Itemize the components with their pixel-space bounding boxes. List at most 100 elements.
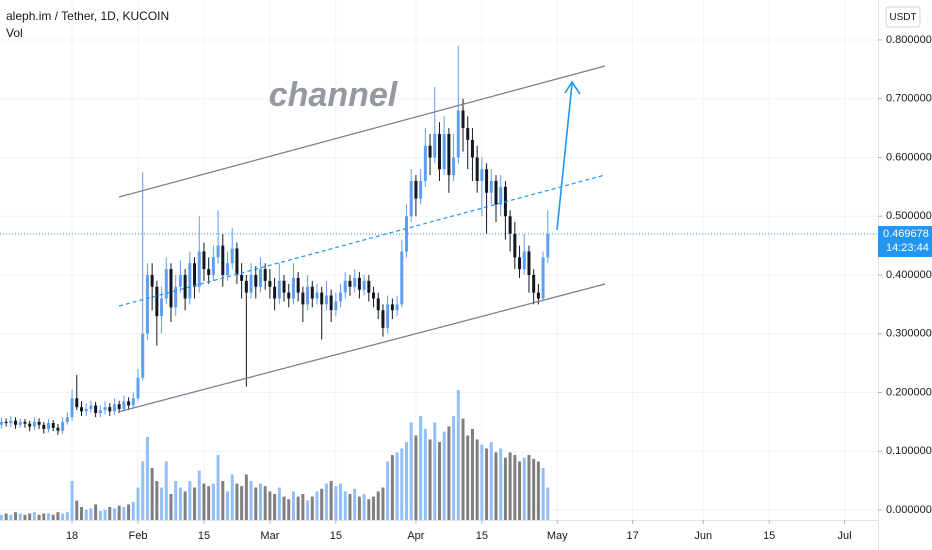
volume-bar xyxy=(395,452,399,520)
volume-bar xyxy=(376,491,380,520)
volume-bar xyxy=(315,491,319,520)
candle-body xyxy=(0,421,3,425)
y-tick-label: 0.400000 xyxy=(886,269,932,281)
volume-bar xyxy=(117,505,121,520)
volume-bar xyxy=(419,416,423,520)
volume-bar xyxy=(79,507,83,520)
candle-body xyxy=(324,295,328,305)
candle-body xyxy=(141,333,145,378)
volume-bar xyxy=(372,496,376,520)
candle-body xyxy=(244,280,248,293)
volume-bar xyxy=(51,514,55,520)
volume-bar xyxy=(131,501,135,520)
x-tick-label: 15 xyxy=(198,530,210,542)
x-tick-label: Jun xyxy=(694,530,712,542)
candle-body xyxy=(357,277,361,290)
candle-body xyxy=(47,423,51,429)
candle-body xyxy=(423,145,427,181)
x-tick-label: Jul xyxy=(838,530,852,542)
candle-body xyxy=(249,274,253,293)
candle-body xyxy=(169,269,173,308)
candle-body xyxy=(499,186,503,205)
y-tick-label: 0.100000 xyxy=(886,445,932,457)
arrow-head xyxy=(564,80,581,95)
candle-body xyxy=(518,257,522,270)
candle-body xyxy=(339,292,343,302)
volume-bar xyxy=(414,435,418,520)
volume-bar xyxy=(183,491,187,520)
volume-bar xyxy=(282,496,286,520)
candle-body xyxy=(150,274,154,287)
candle-body xyxy=(221,245,225,275)
volume-bar xyxy=(14,512,18,520)
y-tick-label: 0.300000 xyxy=(886,328,932,340)
candle-body xyxy=(254,274,258,287)
volume-bar xyxy=(202,483,206,520)
candle-body xyxy=(296,277,300,293)
candle-body xyxy=(136,377,140,399)
volume-bar xyxy=(268,491,272,520)
volume-bar xyxy=(518,461,522,520)
volume-bar xyxy=(178,487,182,520)
volume-bar xyxy=(70,481,74,520)
chart-title: aleph.im / Tether, 1D, KUCOIN xyxy=(6,9,169,23)
candle-body xyxy=(18,421,22,425)
volume-bar xyxy=(235,483,239,520)
volume-bar xyxy=(216,455,220,520)
candle-body xyxy=(183,274,187,299)
volume-bar xyxy=(32,512,36,520)
candle-body xyxy=(466,128,470,140)
x-tick-label: May xyxy=(547,530,568,542)
candle-body xyxy=(122,401,126,409)
volume-bar xyxy=(310,496,314,520)
volume-bar xyxy=(291,491,295,520)
y-tick-label: 0.800000 xyxy=(886,34,932,46)
candle-body xyxy=(353,277,357,287)
volume-bar xyxy=(428,439,432,520)
volume-bar xyxy=(324,483,328,520)
volume-pane xyxy=(0,390,550,520)
y-tick-label: 0.700000 xyxy=(886,93,932,105)
x-tick-label: 15 xyxy=(476,530,488,542)
candle-body xyxy=(461,110,465,129)
volume-bar xyxy=(475,439,479,520)
volume-bar xyxy=(160,487,164,520)
candle-body xyxy=(65,417,69,422)
candle-body xyxy=(94,405,98,414)
volume-bar xyxy=(230,474,234,520)
x-tick-label: 18 xyxy=(66,530,78,542)
volume-bar xyxy=(494,452,498,520)
candle-body xyxy=(188,263,192,299)
candle-body xyxy=(56,427,60,431)
candle-body xyxy=(127,401,131,406)
volume-bar xyxy=(390,455,394,520)
volume-bar xyxy=(522,457,526,520)
volume-bar xyxy=(84,509,88,520)
currency-label[interactable]: USDT xyxy=(889,12,916,23)
volume-bar xyxy=(169,494,173,520)
volume-bar xyxy=(42,513,46,520)
currency-button[interactable] xyxy=(885,6,921,28)
candle-body xyxy=(263,269,267,281)
candle-body xyxy=(14,420,18,425)
volume-bar xyxy=(221,481,225,520)
candle-body xyxy=(70,398,74,418)
volume-bar xyxy=(277,487,281,520)
x-tick-label: Feb xyxy=(129,530,148,542)
volume-bar xyxy=(89,508,93,520)
volume-bar xyxy=(122,507,126,520)
candle-body xyxy=(112,404,116,412)
candle-body xyxy=(395,304,399,311)
volume-bar xyxy=(112,508,116,520)
candle-body xyxy=(193,263,197,287)
candle-body xyxy=(282,280,286,293)
volume-bar xyxy=(0,514,3,520)
volume-bar xyxy=(240,486,244,520)
candle-body xyxy=(178,274,182,287)
volume-bar xyxy=(108,507,112,520)
candle-body xyxy=(9,420,13,424)
volume-bar xyxy=(155,481,159,520)
candle-body xyxy=(268,280,272,287)
channel-upper xyxy=(118,65,606,198)
candle-body xyxy=(23,421,27,424)
